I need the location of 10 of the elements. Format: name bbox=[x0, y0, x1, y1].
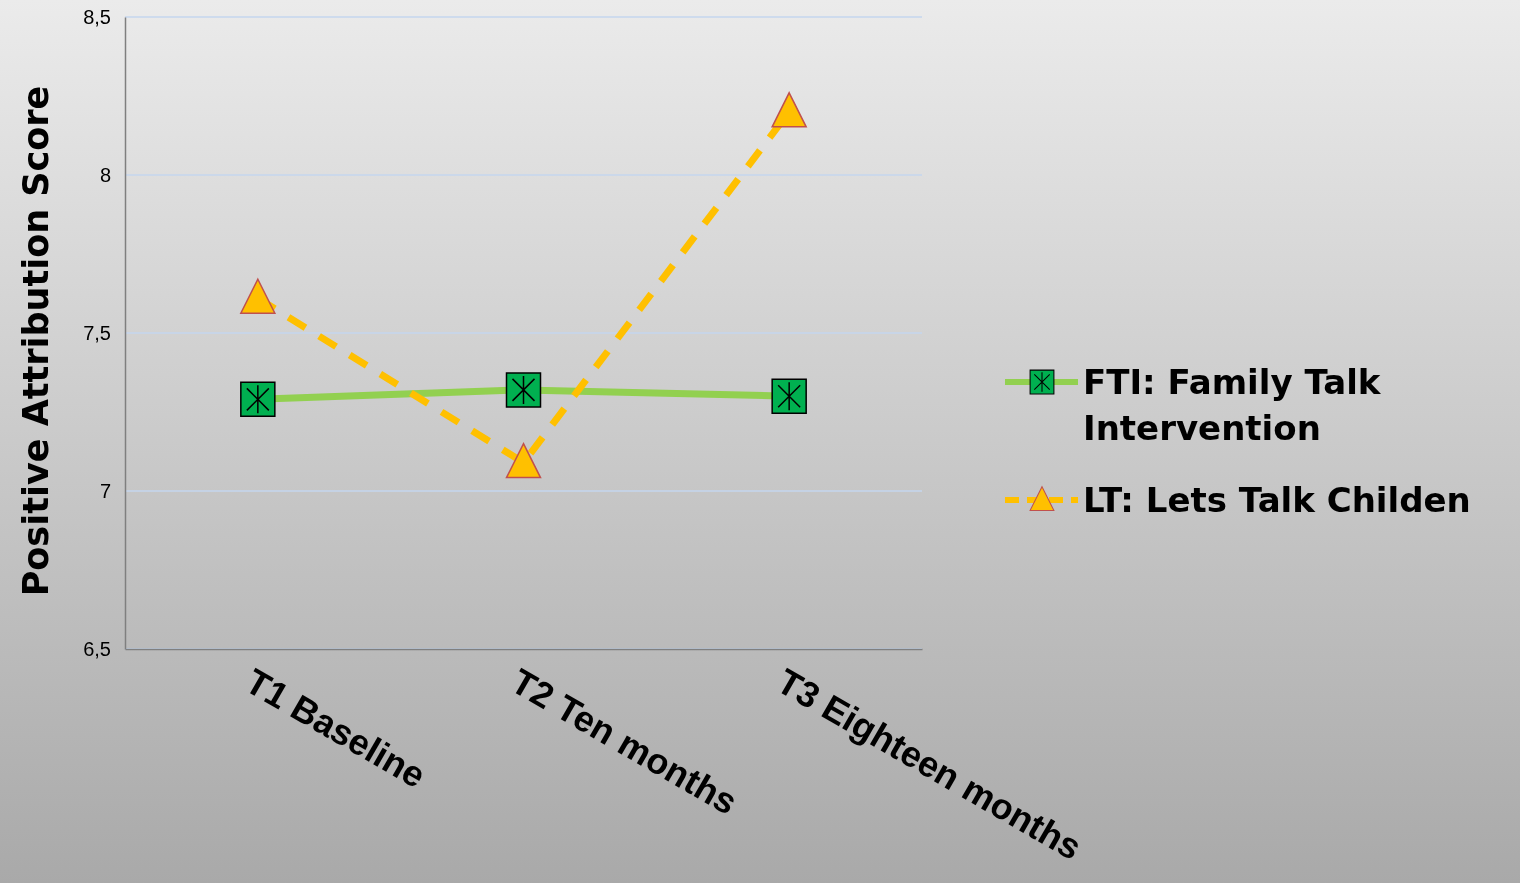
y-tick-label: 8 bbox=[99, 163, 111, 186]
y-tick-label: 8,5 bbox=[83, 5, 111, 28]
point bbox=[240, 278, 276, 314]
legend-label: FTI: Family Talk Intervention bbox=[1083, 362, 1382, 448]
y-axis-title: Positive Attribution Score bbox=[16, 85, 56, 597]
point bbox=[771, 92, 807, 128]
y-tick-label: 7,5 bbox=[83, 321, 111, 344]
y-tick-label: 7 bbox=[99, 479, 111, 502]
y-tick-label: 6,5 bbox=[83, 637, 111, 660]
legend-label: LT: Lets Talk Childen bbox=[1083, 480, 1471, 520]
